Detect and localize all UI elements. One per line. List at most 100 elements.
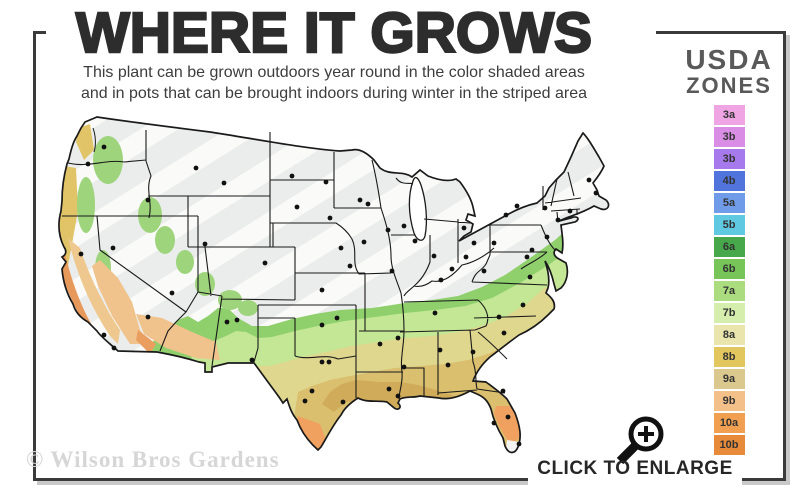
city-dot: [431, 253, 437, 259]
city-dot: [438, 277, 444, 283]
city-dot: [78, 251, 84, 257]
rockies-green-1: [155, 226, 175, 254]
city-dot: [496, 314, 502, 320]
puget-sound: [92, 127, 96, 153]
magnifier-plus-icon[interactable]: [608, 410, 672, 468]
city-dot: [365, 201, 371, 207]
city-dot: [516, 441, 522, 447]
subtitle: This plant can be grown outdoors year ro…: [4, 62, 664, 104]
city-dot: [555, 217, 561, 223]
city-dot: [505, 414, 511, 420]
zone-swatch-9b: 9b: [713, 391, 745, 412]
city-dot: [101, 144, 107, 150]
legend-heading-zones: ZONES: [686, 73, 772, 98]
city-dot: [542, 205, 548, 211]
city-dot: [224, 319, 230, 325]
city-dot: [85, 161, 91, 167]
zone-swatch-3b: 3b: [713, 149, 745, 170]
rockies-green-2: [176, 250, 194, 274]
oregon-valley-green: [77, 177, 95, 233]
city-dot: [529, 247, 535, 253]
city-dot: [145, 314, 151, 320]
city-dot: [586, 177, 592, 183]
city-dot: [202, 241, 208, 247]
zone-swatch-7a: 7a: [713, 281, 745, 302]
city-dot: [401, 364, 407, 370]
city-dot: [470, 349, 476, 355]
rockies-green-5: [238, 300, 258, 316]
city-dot: [326, 359, 332, 365]
city-dot: [262, 260, 268, 266]
city-dot: [491, 420, 497, 426]
city-dot: [395, 335, 401, 341]
california-coast-orange: [59, 230, 114, 353]
city-dot: [471, 240, 477, 246]
frame-bottom-gap: [528, 475, 742, 488]
city-dot: [221, 180, 227, 186]
city-dot: [338, 245, 344, 251]
city-dot: [389, 268, 395, 274]
subtitle-line-2: and in pots that can be brought indoors …: [80, 85, 588, 103]
city-dot: [377, 341, 383, 347]
city-dot: [501, 330, 507, 336]
city-dot: [110, 245, 116, 251]
city-dot: [319, 322, 325, 328]
lake-michigan: [408, 176, 428, 241]
city-dot: [294, 204, 300, 210]
city-dot: [395, 393, 401, 399]
subtitle-line-1: This plant can be grown outdoors year ro…: [83, 64, 585, 81]
city-dot: [401, 223, 407, 229]
zone-swatch-5b: 5b: [713, 215, 745, 236]
city-dot: [385, 227, 391, 233]
city-dot: [249, 357, 255, 363]
city-dot: [520, 302, 526, 308]
south-texas-orange: [296, 416, 326, 452]
city-dot: [514, 203, 520, 209]
city-dot: [319, 287, 325, 293]
pnw-green: [93, 136, 123, 184]
city-dot: [461, 225, 467, 231]
california-valley-tan: [68, 238, 120, 344]
city-dot: [386, 386, 392, 392]
city-dot: [361, 239, 367, 245]
city-dot: [445, 362, 451, 368]
city-dot: [289, 173, 295, 179]
yuma-orange: [136, 330, 156, 354]
zone-swatch-5a: 5a: [713, 193, 745, 214]
city-dot: [527, 274, 533, 280]
city-dot: [437, 347, 443, 353]
florida-orange: [494, 406, 521, 444]
city-dot: [412, 238, 418, 244]
frame-title-gap: [46, 26, 656, 39]
city-dot: [544, 234, 550, 240]
arizona-peach: [136, 314, 220, 360]
city-dot: [169, 290, 175, 296]
city-dot: [309, 388, 315, 394]
zone-swatch-10a: 10a: [713, 413, 745, 434]
city-dots: [78, 144, 599, 447]
city-dot: [593, 190, 599, 196]
city-dot: [319, 359, 325, 365]
city-dot: [500, 388, 506, 394]
city-dot: [567, 208, 573, 214]
city-dot: [334, 315, 340, 321]
city-dot: [101, 332, 107, 338]
city-dot: [491, 240, 497, 246]
city-dot: [357, 197, 363, 203]
city-dot: [481, 268, 487, 274]
zone-swatch-7b: 7b: [713, 303, 745, 324]
zone-swatch-8b: 8b: [713, 347, 745, 368]
city-dot: [323, 179, 329, 185]
city-dot: [111, 345, 117, 351]
zone-swatch-3a: 3a: [713, 105, 745, 126]
city-dot: [234, 317, 240, 323]
city-dot: [145, 197, 151, 203]
rockies-green-4: [218, 290, 242, 310]
zone-list: 3a 3b 3b 4b 5a 5b 6a 6b 7a 7b 8a 8b 9a 9b 10a 10b: [664, 105, 794, 456]
city-dot: [327, 215, 333, 221]
click-to-enlarge-button[interactable]: CLICK TO ENLARGE: [537, 458, 733, 479]
city-dot: [193, 165, 199, 171]
city-dot: [340, 399, 346, 405]
socal-peach: [92, 260, 150, 344]
